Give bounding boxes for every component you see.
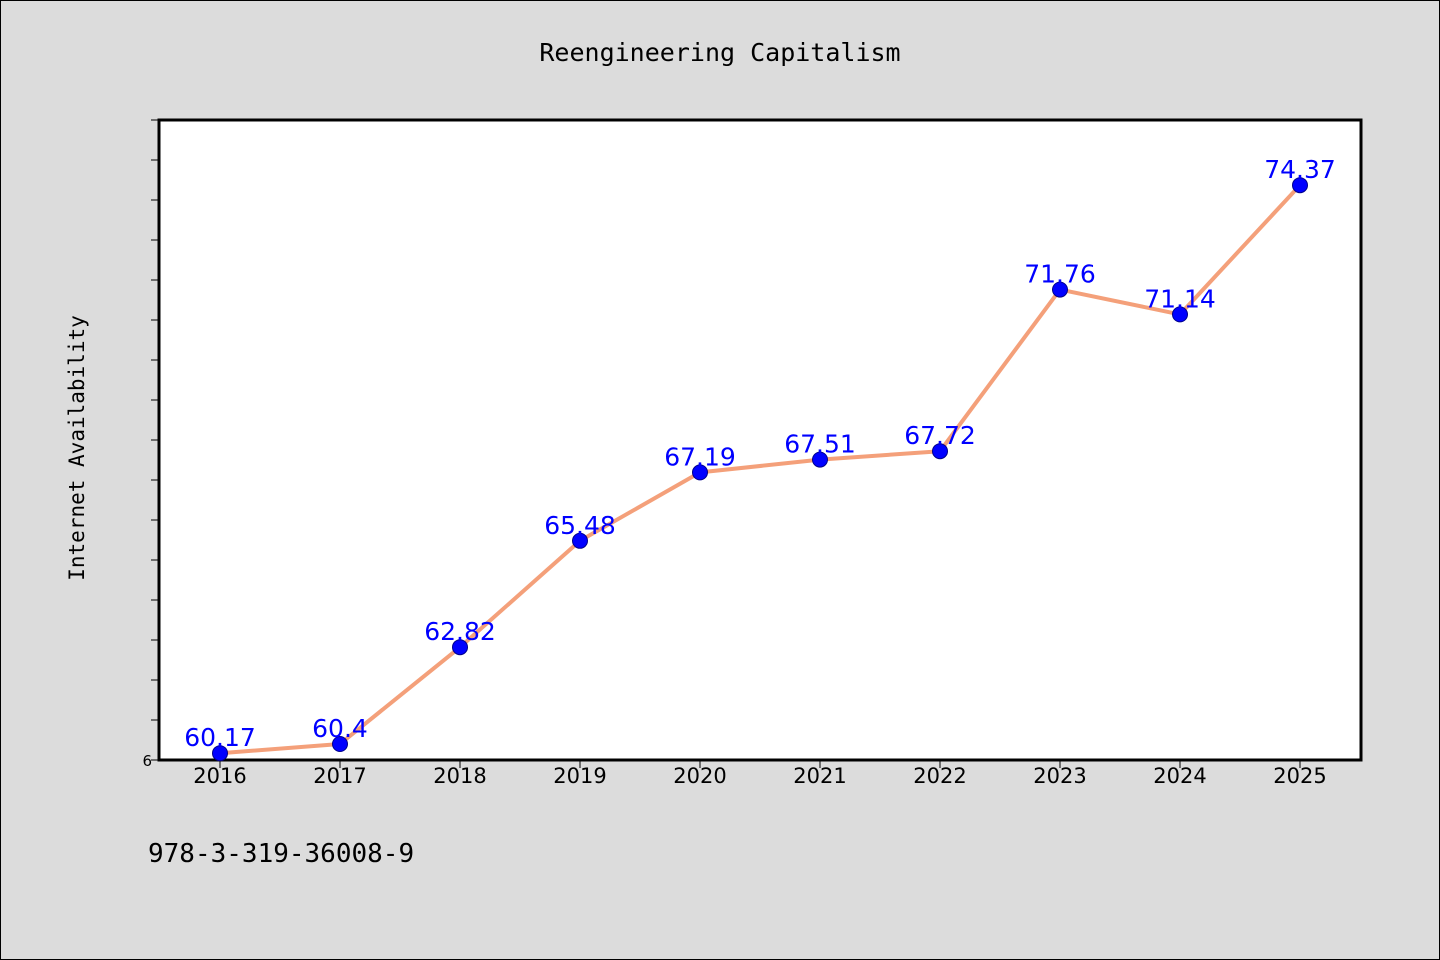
data-label: 62.82 xyxy=(424,617,496,646)
data-point xyxy=(452,639,468,656)
x-tick-label: 2025 xyxy=(1273,764,1326,788)
y-tick-label: 6 xyxy=(142,752,152,770)
data-point xyxy=(572,532,588,549)
plot-area xyxy=(157,118,1363,762)
data-label: 67.51 xyxy=(784,430,856,459)
x-tick-label: 2018 xyxy=(433,764,486,788)
data-point xyxy=(932,443,948,460)
marker-group xyxy=(212,177,1308,762)
data-label: 74.37 xyxy=(1264,155,1336,184)
data-label: 67.19 xyxy=(664,442,736,471)
x-tick-label: 2017 xyxy=(313,764,366,788)
data-label: 60.4 xyxy=(312,714,368,743)
y-axis-ticks xyxy=(151,119,159,761)
chart-title: Reengineering Capitalism xyxy=(539,38,900,67)
data-label: 67.72 xyxy=(904,421,976,450)
data-label: 60.17 xyxy=(184,723,256,752)
data-point xyxy=(212,745,228,762)
x-tick-label: 2016 xyxy=(193,764,246,788)
data-label: 65.48 xyxy=(544,511,616,540)
data-point xyxy=(1052,281,1068,298)
x-tick-label: 2020 xyxy=(673,764,726,788)
data-point xyxy=(332,736,348,752)
data-point xyxy=(1172,306,1188,323)
data-point xyxy=(812,451,828,468)
x-tick-label: 2024 xyxy=(1153,764,1206,788)
data-label: 71.76 xyxy=(1024,260,1096,289)
x-tick-label: 2019 xyxy=(553,764,606,788)
data-point xyxy=(1292,177,1308,194)
x-tick-label: 2022 xyxy=(913,764,966,788)
x-tick-label: 2023 xyxy=(1033,764,1086,788)
y-axis-label: Internet Availability xyxy=(65,315,89,581)
data-label: 71.14 xyxy=(1144,284,1216,313)
series-line-group xyxy=(219,183,1302,756)
series-line xyxy=(219,183,1302,756)
x-axis-ticks: 2016 2017 2018 2019 2020 2021 2022 2023 2024 2025 xyxy=(193,760,1327,788)
footer-isbn: 978-3-319-36008-9 xyxy=(148,839,414,869)
data-label-group: 60.17 60.4 62.82 65.48 67.19 67.51 67.72 71.76 7… xyxy=(184,155,1336,752)
data-point xyxy=(692,464,708,481)
x-tick-label: 2021 xyxy=(793,764,846,788)
